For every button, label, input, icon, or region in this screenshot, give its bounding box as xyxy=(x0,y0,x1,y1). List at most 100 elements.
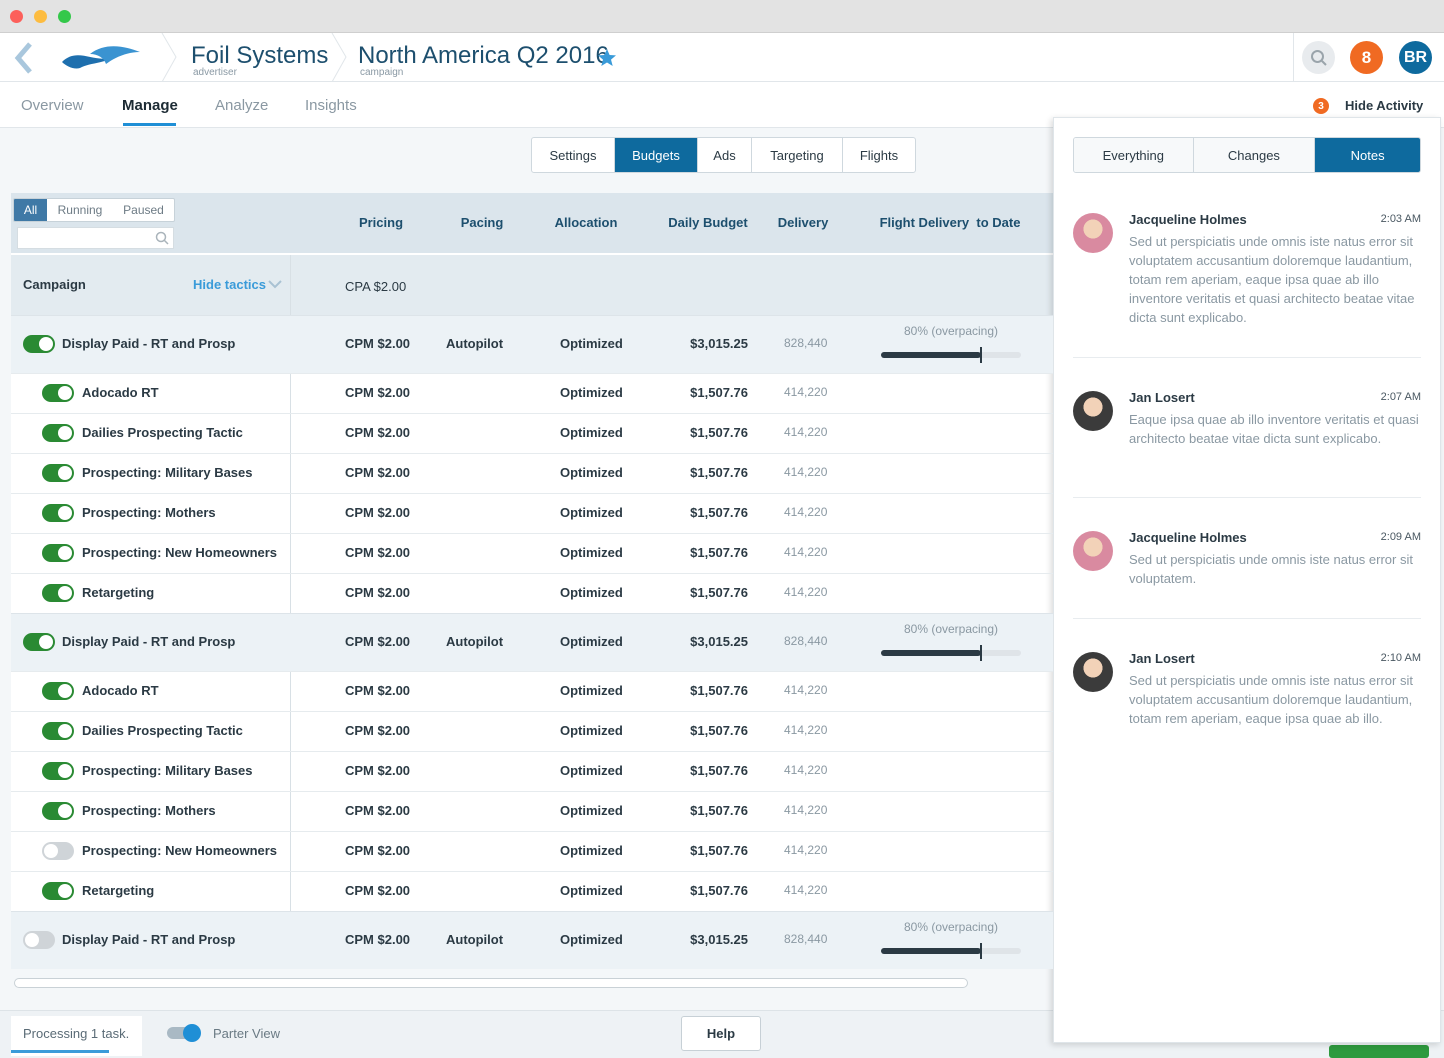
campaign-row xyxy=(11,613,1053,671)
note-time: 2:10 AM xyxy=(1380,652,1421,664)
note-author: Jacqueline Holmes xyxy=(1129,212,1247,227)
status-toggle[interactable] xyxy=(42,802,74,820)
row-name: Retargeting xyxy=(82,585,155,600)
campaign-label: campaign xyxy=(360,67,404,78)
hide-tactics-link[interactable]: Hide tactics xyxy=(193,277,266,292)
pricing-cell: CPM $2.00 xyxy=(345,545,411,560)
tactic-row xyxy=(11,871,1053,911)
subtab-group: Settings Budgets Ads Targeting Flights xyxy=(531,137,916,173)
hide-tactics-chevron[interactable] xyxy=(268,279,282,289)
toggle-knob xyxy=(58,884,72,898)
status-toggle[interactable] xyxy=(42,504,74,522)
status-toggle[interactable] xyxy=(42,882,74,900)
tactic-row xyxy=(11,751,1053,791)
close-button[interactable] xyxy=(10,10,23,23)
maximize-button[interactable] xyxy=(58,10,71,23)
hide-activity-link[interactable]: Hide Activity xyxy=(1345,98,1424,113)
budget-cell: $1,507.76 xyxy=(690,585,748,600)
nav-tab[interactable]: Manage xyxy=(122,97,178,114)
status-toggle[interactable] xyxy=(23,931,55,949)
nav-tab[interactable]: Insights xyxy=(305,97,357,114)
flight-delivery-marker xyxy=(980,347,982,363)
row-name: Prospecting: Mothers xyxy=(82,505,216,520)
status-toggle[interactable] xyxy=(42,544,74,562)
tactic-row xyxy=(11,493,1053,533)
row-name: Dailies Prospecting Tactic xyxy=(82,425,243,440)
status-toggle[interactable] xyxy=(42,384,74,402)
row-name: Prospecting: Military Bases xyxy=(82,465,253,480)
status-toggle[interactable] xyxy=(42,722,74,740)
pricing-cell: CPM $2.00 xyxy=(345,883,411,898)
subtab[interactable]: Flights xyxy=(842,138,915,172)
status-toggle[interactable] xyxy=(42,842,74,860)
pricing-cell: CPM $2.00 xyxy=(345,385,411,400)
allocation-cell: Optimized xyxy=(560,465,623,480)
pricing-cell: CPM $2.00 xyxy=(345,723,411,738)
table-search-input[interactable] xyxy=(17,227,174,249)
column-header: Pacing xyxy=(460,215,504,230)
subtab[interactable]: Settings xyxy=(549,147,597,163)
note-separator xyxy=(1073,357,1421,358)
row-name: Dailies Prospecting Tactic xyxy=(82,723,243,738)
status-toggle[interactable] xyxy=(42,682,74,700)
pacing-cell: Autopilot xyxy=(446,336,504,351)
favorite-star[interactable] xyxy=(597,48,617,67)
flight-delivery-fill xyxy=(881,650,981,656)
task-status xyxy=(11,1016,142,1056)
status-toggle[interactable] xyxy=(42,424,74,442)
campaign-name[interactable]: North America Q2 2016 xyxy=(358,42,609,69)
back-button[interactable] xyxy=(8,40,38,76)
pacing-cell: Autopilot xyxy=(446,634,504,649)
row-name: Display Paid - RT and Prosp xyxy=(62,336,236,351)
filter-option[interactable]: Running xyxy=(57,203,103,217)
budget-cell: $1,507.76 xyxy=(690,465,748,480)
row-name: Prospecting: New Homeowners xyxy=(82,545,278,560)
subtab[interactable]: Ads xyxy=(697,138,751,172)
allocation-cell: Optimized xyxy=(560,723,623,738)
allocation-cell: Optimized xyxy=(560,634,623,649)
nav-tab[interactable]: Overview xyxy=(21,97,84,114)
row-name: Prospecting: Mothers xyxy=(82,803,216,818)
campaign-column-label: Campaign xyxy=(23,277,86,292)
subtab[interactable]: Targeting xyxy=(751,138,842,172)
note-avatar xyxy=(1073,652,1113,692)
toggle-knob xyxy=(58,426,72,440)
column-header: Pricing xyxy=(358,215,404,230)
delivery-cell: 828,440 xyxy=(784,932,828,946)
note-author: Jan Losert xyxy=(1129,390,1195,405)
budget-cell: $1,507.76 xyxy=(690,843,748,858)
toggle-knob xyxy=(58,466,72,480)
pricing-cell: CPM $2.00 xyxy=(345,465,411,480)
filter-option[interactable]: All xyxy=(14,199,47,221)
subtab[interactable]: Budgets xyxy=(614,138,697,172)
notification-badge[interactable]: 8 xyxy=(1350,41,1383,74)
user-avatar[interactable]: BR xyxy=(1399,41,1432,74)
status-toggle[interactable] xyxy=(23,633,55,651)
activity-tab[interactable]: Everything xyxy=(1074,138,1193,172)
advertiser-name[interactable]: Foil Systems xyxy=(191,42,329,69)
status-toggle[interactable] xyxy=(42,584,74,602)
activity-tab[interactable]: Notes xyxy=(1314,138,1420,172)
minimize-button[interactable] xyxy=(34,10,47,23)
toggle-knob xyxy=(58,586,72,600)
save-button[interactable] xyxy=(1329,1045,1429,1058)
budget-cell: $1,507.76 xyxy=(690,803,748,818)
activity-tab[interactable]: Changes xyxy=(1192,138,1315,172)
row-name: Prospecting: New Homeowners xyxy=(82,843,278,858)
row-name: Adocado RT xyxy=(82,683,159,698)
row-name: Retargeting xyxy=(82,883,155,898)
help-button[interactable]: Help xyxy=(681,1016,761,1051)
allocation-cell: Optimized xyxy=(560,336,623,351)
status-toggle[interactable] xyxy=(42,762,74,780)
status-toggle[interactable] xyxy=(23,335,55,353)
filter-option[interactable]: Paused xyxy=(123,203,164,217)
tactic-row xyxy=(11,373,1053,413)
campaign-row xyxy=(11,911,1053,969)
horizontal-scrollbar[interactable] xyxy=(11,972,1053,992)
partner-view-toggle[interactable] xyxy=(167,1024,201,1042)
toggle-knob xyxy=(58,684,72,698)
nav-tab[interactable]: Analyze xyxy=(215,97,269,114)
search-button[interactable] xyxy=(1302,41,1335,74)
task-status-text: Processing 1 task. xyxy=(23,1026,130,1041)
status-toggle[interactable] xyxy=(42,464,74,482)
